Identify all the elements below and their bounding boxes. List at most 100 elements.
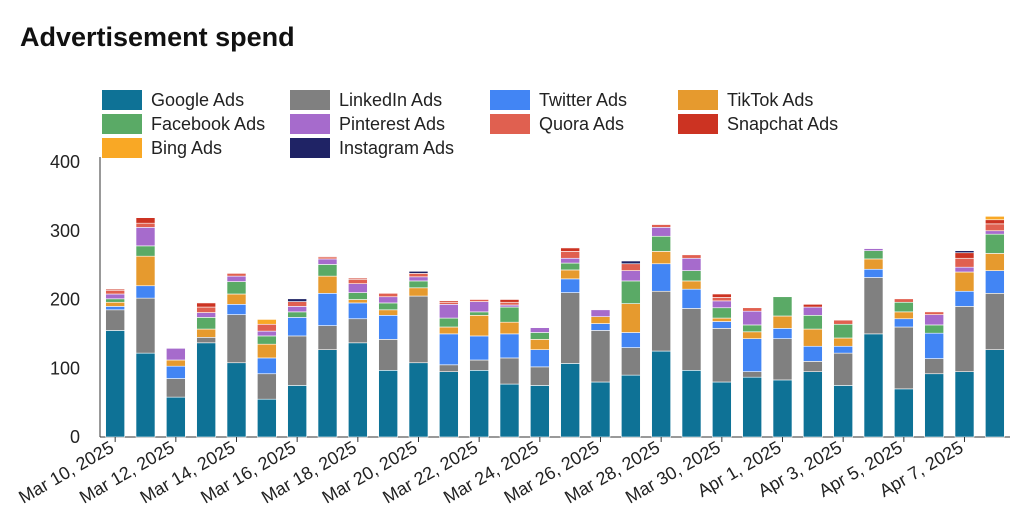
bar-segment: Google Ads — Apr 5, 2025: 70 bbox=[894, 388, 914, 438]
bar-segment: Twitter Ads — Mar 29, 2025: 28 bbox=[681, 288, 702, 309]
bar-segment: TikTok Ads — Apr 4, 2025: 15 bbox=[863, 258, 884, 270]
bar-segment: Twitter Ads — Mar 10, 2025: 5 bbox=[105, 306, 125, 311]
bar-stack: Google Ads — Apr 2, 2025: 95LinkedIn Ads… bbox=[803, 304, 823, 438]
legend-item[interactable]: Instagram Ads bbox=[290, 137, 454, 159]
bar-segment: Google Ads — Mar 19, 2025: 97 bbox=[378, 370, 398, 438]
bar-segment: Twitter Ads — Apr 7, 2025: 22 bbox=[954, 290, 975, 307]
bar-segment: LinkedIn Ads — Mar 21, 2025: 10 bbox=[439, 364, 459, 372]
bar-segment: Quora Ads — Mar 28, 2025: 4 bbox=[651, 224, 671, 228]
bar-stack: Google Ads — Mar 11, 2025: 122LinkedIn A… bbox=[135, 217, 156, 438]
bar-segment: Pinterest Ads — Apr 8, 2025: 5 bbox=[985, 230, 1005, 235]
bar-segment: LinkedIn Ads — Mar 24, 2025: 27 bbox=[530, 366, 550, 386]
bar-segment: Facebook Ads — Mar 15, 2025: 12 bbox=[257, 335, 277, 345]
bar-stack: Google Ads — Mar 21, 2025: 95LinkedIn Ad… bbox=[439, 300, 459, 438]
legend-item[interactable]: Quora Ads bbox=[490, 113, 624, 135]
bar-segment: Instagram Ads — Mar 27, 2025: 4 bbox=[621, 260, 641, 265]
legend-item[interactable]: Twitter Ads bbox=[490, 89, 627, 111]
chart-title: Advertisement spend bbox=[20, 22, 295, 52]
bar-segment: Google Ads — Mar 27, 2025: 90 bbox=[621, 374, 641, 438]
bar-segment: Google Ads — Mar 30, 2025: 80 bbox=[712, 381, 732, 438]
bar-segment: Pinterest Ads — Mar 29, 2025: 18 bbox=[681, 257, 702, 271]
bar-segment: Facebook Ads — Mar 25, 2025: 10 bbox=[560, 262, 580, 271]
bar-stack: Google Ads — Mar 13, 2025: 137LinkedIn A… bbox=[196, 302, 216, 438]
bar-segment: TikTok Ads — Mar 12, 2025: 9 bbox=[166, 359, 186, 367]
bar-stack: Google Ads — Apr 5, 2025: 70LinkedIn Ads… bbox=[894, 298, 914, 438]
bar-segment: Twitter Ads — Mar 12, 2025: 18 bbox=[166, 365, 186, 379]
bar-segment: Google Ads — Apr 4, 2025: 150 bbox=[863, 333, 884, 438]
legend-label: Snapchat Ads bbox=[727, 113, 839, 134]
y-tick-label: 400 bbox=[50, 152, 80, 172]
bar-segment: LinkedIn Ads — Mar 10, 2025: 30 bbox=[105, 309, 125, 331]
bar-stack: Google Ads — Mar 29, 2025: 97LinkedIn Ad… bbox=[681, 254, 702, 438]
bar-stack: Google Ads — Apr 7, 2025: 95LinkedIn Ads… bbox=[954, 250, 975, 438]
bar-segment: LinkedIn Ads — Mar 25, 2025: 103 bbox=[560, 292, 580, 364]
bar-segment: LinkedIn Ads — Mar 29, 2025: 90 bbox=[681, 308, 702, 371]
bar-segment: Pinterest Ads — Mar 23, 2025: 3 bbox=[499, 304, 520, 308]
bar-segment: TikTok Ads — Apr 1, 2025: 18 bbox=[772, 315, 793, 329]
legend-item[interactable]: TikTok Ads bbox=[678, 89, 813, 111]
bar-segment: Quora Ads — Mar 29, 2025: 5 bbox=[681, 254, 702, 259]
bar-segment: Pinterest Ads — Mar 14, 2025: 8 bbox=[226, 275, 247, 282]
legend-item[interactable]: Pinterest Ads bbox=[290, 113, 445, 135]
legend-swatch bbox=[102, 114, 142, 134]
bar-segment: Facebook Ads — Apr 4, 2025: 12 bbox=[863, 250, 884, 260]
bar-stack: Google Ads — Mar 19, 2025: 97LinkedIn Ad… bbox=[378, 293, 398, 438]
bar-segment: Quora Ads — Mar 20, 2025: 5 bbox=[408, 273, 429, 278]
bar-stack: Google Ads — Apr 6, 2025: 92LinkedIn Ads… bbox=[924, 311, 944, 438]
legend-label: LinkedIn Ads bbox=[339, 89, 443, 110]
bar-segment: Bing Ads — Apr 8, 2025: 5 bbox=[985, 216, 1005, 221]
bar-segment: Twitter Ads — Mar 19, 2025: 35 bbox=[378, 315, 398, 340]
bar-segment: LinkedIn Ads — Mar 16, 2025: 72 bbox=[287, 335, 307, 386]
bar-segment: TikTok Ads — Mar 23, 2025: 17 bbox=[499, 321, 520, 335]
legend-swatch bbox=[490, 90, 530, 110]
bar-segment: Instagram Ads — Mar 20, 2025: 3 bbox=[408, 271, 429, 274]
bar-segment: Facebook Ads — Apr 5, 2025: 14 bbox=[894, 301, 914, 313]
bar-segment: Snapchat Ads — Mar 25, 2025: 5 bbox=[560, 247, 580, 252]
legend-label: Quora Ads bbox=[539, 113, 625, 134]
bar-segment: Twitter Ads — Mar 22, 2025: 35 bbox=[469, 335, 489, 361]
bar-segment: Quora Ads — Mar 16, 2025: 7 bbox=[287, 301, 307, 307]
bar-segment: TikTok Ads — Apr 2, 2025: 25 bbox=[803, 328, 823, 347]
bar-segment: LinkedIn Ads — Mar 19, 2025: 45 bbox=[378, 339, 398, 371]
legend-item[interactable]: Bing Ads bbox=[102, 137, 222, 159]
bar-segment: LinkedIn Ads — Apr 8, 2025: 82 bbox=[985, 293, 1005, 350]
legend-item[interactable]: Google Ads bbox=[102, 89, 244, 111]
bar-segment: Pinterest Ads — Mar 22, 2025: 15 bbox=[469, 301, 489, 313]
bar-segment: LinkedIn Ads — Mar 12, 2025: 27 bbox=[166, 378, 186, 398]
bar-segment: Pinterest Ads — Mar 11, 2025: 27 bbox=[135, 227, 156, 247]
bar-segment: Google Ads — Mar 18, 2025: 137 bbox=[348, 342, 368, 438]
bar-segment: Facebook Ads — Mar 20, 2025: 10 bbox=[408, 280, 429, 289]
bar-stack: Google Ads — Mar 14, 2025: 108LinkedIn A… bbox=[226, 273, 247, 438]
bar-segment: Google Ads — Mar 11, 2025: 122 bbox=[135, 352, 156, 438]
bar-segment: Google Ads — Mar 28, 2025: 125 bbox=[651, 350, 671, 438]
bar-segment: Instagram Ads — Apr 7, 2025: 3 bbox=[954, 250, 975, 254]
y-tick-label: 0 bbox=[70, 427, 80, 447]
bar-segment: Google Ads — Mar 26, 2025: 80 bbox=[590, 381, 611, 438]
bar-segment: Facebook Ads — Mar 21, 2025: 13 bbox=[439, 317, 459, 328]
legend-item[interactable]: Snapchat Ads bbox=[678, 113, 838, 135]
bar-segment: Twitter Ads — Apr 5, 2025: 12 bbox=[894, 318, 914, 328]
legend-item[interactable]: Facebook Ads bbox=[102, 113, 265, 135]
bar-segment: LinkedIn Ads — Apr 1, 2025: 60 bbox=[772, 338, 793, 381]
bar-segment: LinkedIn Ads — Apr 6, 2025: 22 bbox=[924, 358, 944, 375]
bar-segment: Snapchat Ads — Mar 11, 2025: 8 bbox=[135, 217, 156, 224]
legend-swatch bbox=[290, 114, 330, 134]
legend-label: Google Ads bbox=[151, 89, 245, 110]
bar-segment: Quora Ads — Mar 19, 2025: 5 bbox=[378, 293, 398, 298]
bar-segment: Snapchat Ads — Apr 8, 2025: 6 bbox=[985, 219, 1005, 225]
bar-segment: TikTok Ads — Mar 29, 2025: 12 bbox=[681, 280, 702, 290]
bar-segment: Facebook Ads — Apr 8, 2025: 28 bbox=[985, 233, 1005, 254]
bar-segment: Twitter Ads — Mar 18, 2025: 23 bbox=[348, 302, 368, 320]
bar-segment: Twitter Ads — Apr 4, 2025: 12 bbox=[863, 268, 884, 278]
bar-segment: Pinterest Ads — Mar 19, 2025: 9 bbox=[378, 296, 398, 304]
bar-segment: Facebook Ads — Apr 1, 2025: 28 bbox=[772, 296, 793, 317]
bar-segment: Twitter Ads — Mar 16, 2025: 27 bbox=[287, 317, 307, 337]
bar-stack: Google Ads — Mar 20, 2025: 108LinkedIn A… bbox=[408, 271, 429, 438]
y-tick-label: 200 bbox=[50, 290, 80, 310]
bar-segment: LinkedIn Ads — Mar 15, 2025: 37 bbox=[257, 373, 277, 400]
legend-item[interactable]: LinkedIn Ads bbox=[290, 89, 442, 111]
bar-segment: LinkedIn Ads — Mar 20, 2025: 97 bbox=[408, 295, 429, 364]
bar-segment: Google Ads — Mar 10, 2025: 155 bbox=[105, 330, 125, 438]
bar-segment: Snapchat Ads — Apr 7, 2025: 8 bbox=[954, 252, 975, 259]
bar-segment: Facebook Ads — Mar 13, 2025: 17 bbox=[196, 317, 216, 330]
